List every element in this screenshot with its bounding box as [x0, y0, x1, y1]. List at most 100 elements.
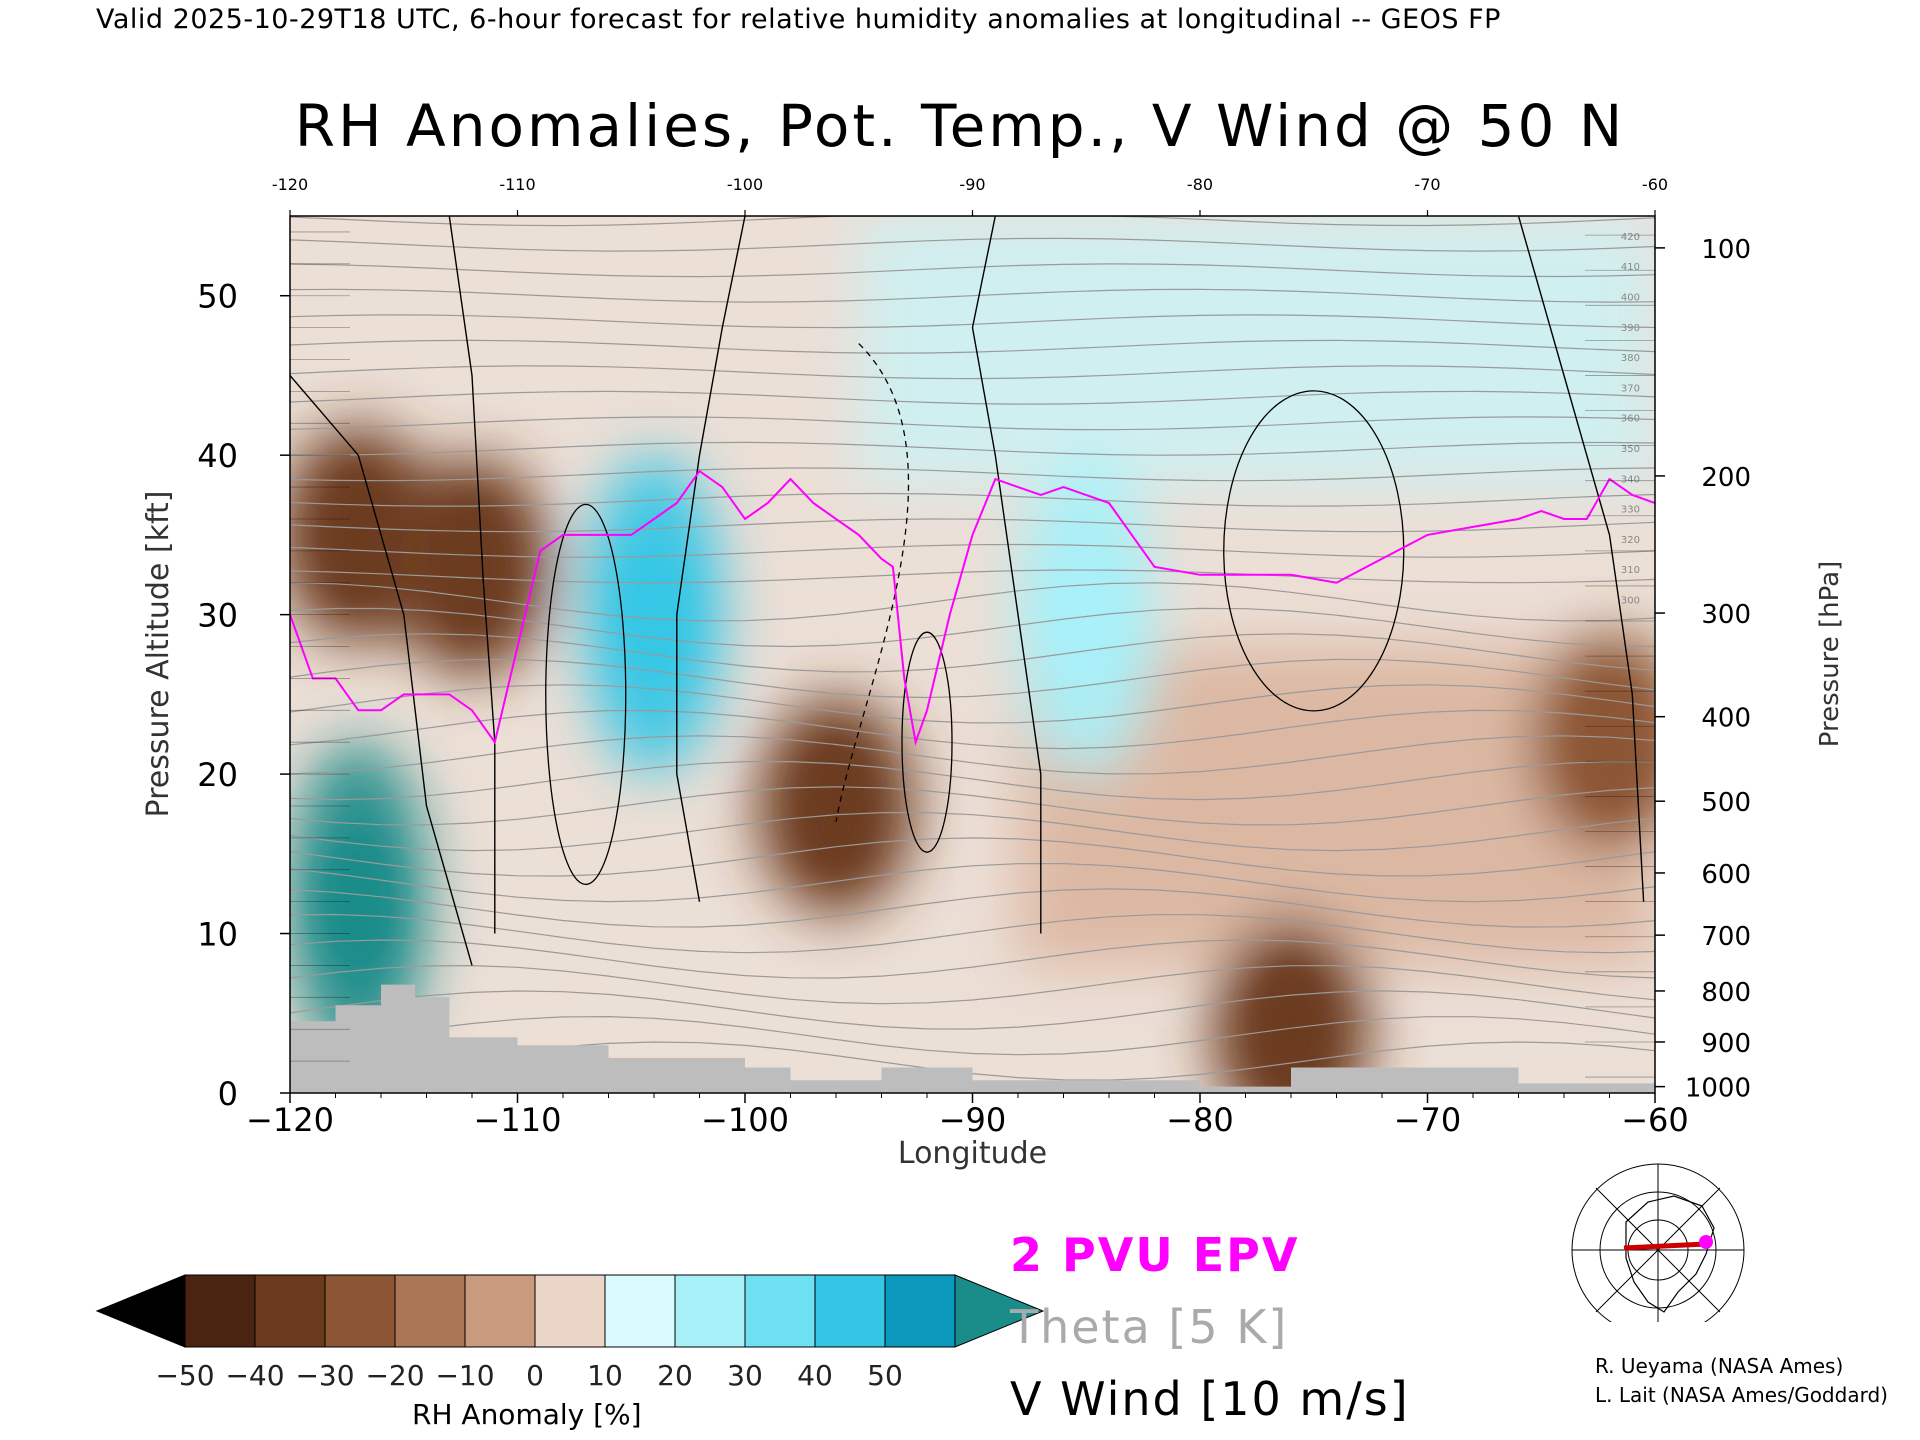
epv-line	[290, 469, 1655, 747]
inset-locator-map	[1571, 1163, 1745, 1322]
vwind-contour-3	[1517, 216, 1645, 902]
theta-contour	[290, 237, 1655, 252]
theta-label: 300	[1621, 595, 1640, 606]
theta-contour	[290, 888, 1655, 928]
plot-area: 420 410 400 390 380 370 360 350 340 330 320 310 300	[290, 216, 1655, 1093]
theta-contour	[290, 837, 1655, 877]
credit-line-1: R. Ueyama (NASA Ames)	[1595, 1354, 1844, 1378]
theta-contour	[290, 709, 1655, 750]
theta-contour	[290, 990, 1655, 1030]
colorbar-tick-label: −50	[155, 1359, 214, 1392]
colorbar-tick-label: −10	[435, 1359, 494, 1392]
x-tick-label: −60	[1621, 1101, 1689, 1139]
x-tick-label: −90	[939, 1101, 1007, 1139]
theta-label: 370	[1621, 383, 1640, 394]
colorbar-tick-label: −40	[225, 1359, 284, 1392]
theta-contour	[290, 441, 1655, 456]
x-top-tick-label: -90	[959, 175, 985, 194]
anomaly-core-5	[320, 831, 397, 972]
theta-contour	[290, 582, 1655, 622]
vwind-contour-1	[676, 216, 746, 902]
y-tick-label: 0	[218, 1075, 238, 1113]
pressure-tick-label: 400	[1701, 704, 1751, 734]
theta-contour	[290, 390, 1655, 405]
theta-contour	[290, 684, 1655, 724]
colorbar-tick-label: −20	[365, 1359, 424, 1392]
theta-contour	[290, 492, 1655, 507]
anomaly-core-4	[616, 544, 692, 685]
anomaly-core-7	[1571, 672, 1648, 813]
colorbar-swatch	[814, 1274, 886, 1348]
colorbar-tick-label: 10	[587, 1359, 623, 1392]
terrain-mask	[290, 984, 1655, 1093]
anomaly-core-2	[798, 735, 874, 876]
rh-anomaly-field	[290, 216, 1655, 1093]
legend-vwind: V Wind [10 m/s]	[1010, 1372, 1410, 1426]
vwind-loop-1	[545, 503, 627, 886]
vwind-loop-2	[901, 631, 953, 853]
theta-contour	[290, 467, 1655, 482]
y-tick-label: 20	[197, 756, 238, 794]
colorbar-swatch	[464, 1274, 536, 1348]
axes: −120 -120 −110 -110 −100 -100 −90 -90 −80 -80 −70 -…	[141, 175, 1845, 1171]
theta-contour	[290, 365, 1655, 380]
theta-contour	[290, 339, 1655, 354]
y-axis-label-right: Pressure [hPa]	[1815, 561, 1845, 748]
y-tick-label: 40	[197, 437, 238, 475]
colorbar-title: RH Anomaly [%]	[412, 1398, 642, 1431]
legend-epv: 2 PVU EPV	[1010, 1228, 1300, 1282]
valid-time-header: Valid 2025-10-29T18 UTC, 6-hour forecast…	[96, 4, 1501, 35]
terrain-polygon	[290, 984, 1655, 1093]
theta-label: 420	[1621, 232, 1640, 243]
y-tick-label: 10	[197, 916, 238, 954]
cross-section-route	[1623, 1241, 1707, 1251]
pressure-tick-label: 900	[1701, 1029, 1751, 1059]
theta-contour	[290, 786, 1655, 826]
x-tick-label: −70	[1394, 1101, 1462, 1139]
vwind-contour-2	[971, 216, 1042, 934]
theta-label: 320	[1621, 535, 1640, 546]
vwind-negative-contour	[835, 343, 910, 823]
anomaly-blobs	[290, 216, 1655, 1093]
theta-contour	[290, 416, 1655, 431]
theta-contour	[290, 607, 1655, 648]
x-top-tick-label: -120	[272, 175, 308, 194]
theta-contour	[290, 569, 1655, 584]
y-tick-label: 50	[197, 278, 238, 316]
theta-label: 410	[1621, 262, 1640, 273]
anomaly-details	[320, 464, 1648, 1093]
theta-contour	[290, 543, 1655, 558]
colorbar-swatch	[534, 1274, 606, 1348]
anomaly-core-0	[320, 464, 397, 605]
colorbar-swatch	[324, 1274, 396, 1348]
theta-contour	[290, 263, 1655, 278]
colorbar-over-arrow	[954, 1274, 1045, 1348]
x-tick-label: −120	[246, 1101, 334, 1139]
theta-contour	[290, 1015, 1655, 1056]
theta-label: 360	[1621, 414, 1640, 425]
theta-contour	[290, 633, 1655, 673]
theta-contour	[290, 913, 1655, 954]
theta-label: 390	[1621, 323, 1640, 334]
vwind-contour-4	[290, 375, 473, 966]
credit-line-2: L. Lait (NASA Ames/Goddard)	[1595, 1383, 1888, 1407]
colorbar-swatch	[394, 1274, 466, 1348]
legend-theta: Theta [5 K]	[1010, 1300, 1289, 1354]
vwind-loop-0	[1223, 390, 1405, 712]
theta-contour	[290, 518, 1655, 533]
theta-contour	[290, 658, 1655, 699]
theta-contour	[290, 862, 1655, 903]
anomaly-core-3	[1253, 959, 1329, 1093]
x-top-tick-label: -110	[499, 175, 535, 194]
x-top-tick-label: -80	[1187, 175, 1213, 194]
chart-title: RH Anomalies, Pot. Temp., V Wind @ 50 N	[294, 92, 1626, 160]
theta-label: 340	[1621, 474, 1640, 485]
theta-contours: 420 410 400 390 380 370 360 350 340 330 320 310 300	[290, 216, 1655, 1081]
pressure-tick-label: 600	[1701, 860, 1751, 890]
y-axis-label-left: Pressure Altitude [kft]	[141, 491, 176, 818]
cross-section-marker	[1699, 1235, 1713, 1249]
anomaly-core-6	[1048, 544, 1125, 685]
credits: R. Ueyama (NASA Ames) L. Lait (NASA Ames…	[1595, 1352, 1888, 1410]
theta-contour	[290, 288, 1655, 303]
theta-contour	[290, 216, 1655, 227]
